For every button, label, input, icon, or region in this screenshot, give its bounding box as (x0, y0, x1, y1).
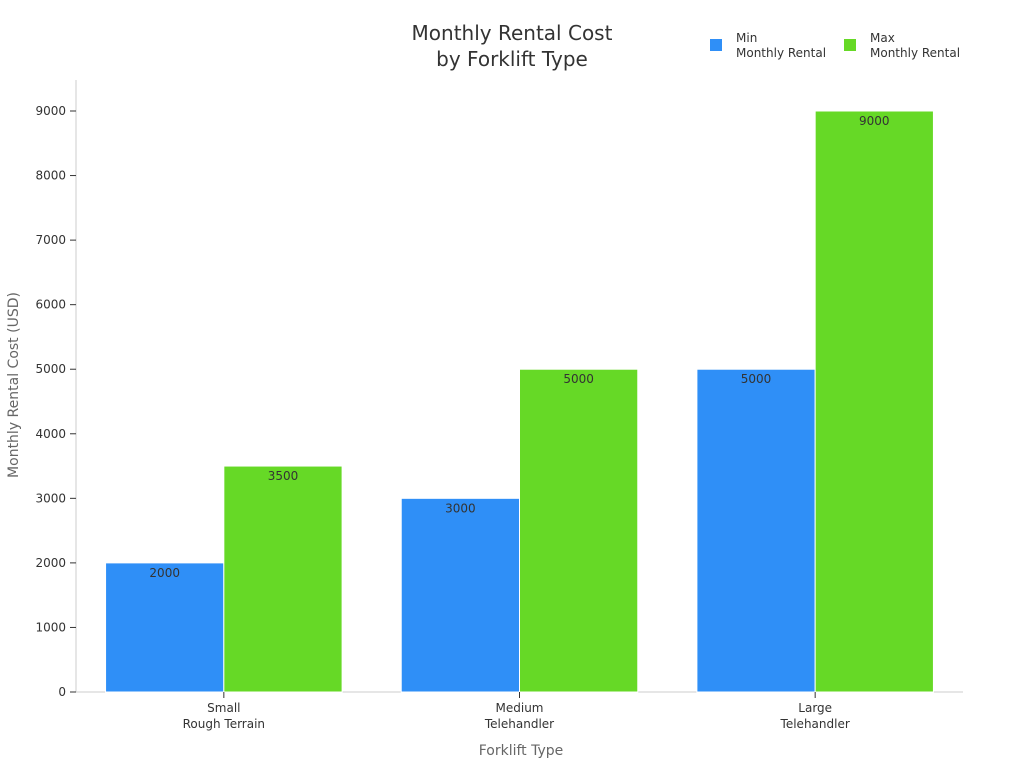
y-axis-ticks: 0 1000 2000 3000 4000 5000 6000 7000 8000 9000 (35, 104, 76, 699)
data-label-max-0: 3500 (268, 469, 299, 483)
bar-min-0[interactable] (105, 562, 225, 693)
y-tick-label-9: 9000 (35, 104, 66, 118)
bar-min-1[interactable] (400, 497, 521, 693)
legend: Min Monthly Rental Max Monthly Rental (710, 31, 960, 60)
data-label-min-1: 3000 (445, 501, 476, 515)
data-label-max-1: 5000 (563, 372, 594, 386)
chart-title-line-1: Monthly Rental Cost (412, 21, 613, 45)
y-tick-label-4: 4000 (35, 427, 66, 441)
y-tick-label-2: 2000 (35, 556, 66, 570)
x-axis-ticks: Small Rough Terrain Medium Telehandler Large… (183, 692, 850, 731)
legend-item-min[interactable]: Min Monthly Rental (710, 31, 826, 60)
bar-max-0[interactable] (223, 465, 343, 693)
y-tick-label-6: 6000 (35, 298, 66, 312)
data-label-min-0: 2000 (149, 566, 180, 580)
chart-title-line-2: by Forklift Type (436, 47, 588, 71)
x-tick-label-1-line-2: Telehandler (484, 717, 554, 731)
legend-label-max-line-1: Max (870, 31, 895, 45)
legend-swatch-max (844, 39, 856, 51)
bar-max-1[interactable] (519, 368, 639, 693)
bars-group (105, 110, 934, 693)
y-tick-label-3: 3000 (35, 491, 66, 505)
bar-labels-group: 2000 3500 3000 5000 5000 9000 (149, 114, 889, 580)
legend-label-min-line-2: Monthly Rental (736, 46, 826, 60)
x-axis-title: Forklift Type (479, 743, 564, 759)
y-tick-label-5: 5000 (35, 362, 66, 376)
y-axis-title: Monthly Rental Cost (USD) (6, 292, 22, 478)
x-tick-label-0-line-2: Rough Terrain (183, 717, 265, 731)
x-tick-label-2-line-2: Telehandler (780, 717, 850, 731)
data-label-max-2: 9000 (859, 114, 890, 128)
y-tick-label-1: 1000 (35, 620, 66, 634)
bar-max-2[interactable] (814, 110, 934, 693)
x-tick-label-2-line-1: Large (798, 701, 832, 715)
bar-min-2[interactable] (696, 368, 816, 693)
x-tick-label-0-line-1: Small (207, 701, 240, 715)
y-tick-label-0: 0 (58, 685, 66, 699)
y-tick-label-7: 7000 (35, 233, 66, 247)
legend-label-max-line-2: Monthly Rental (870, 46, 960, 60)
x-tick-label-1-line-1: Medium (496, 701, 544, 715)
legend-swatch-min (710, 39, 722, 51)
y-tick-label-8: 8000 (35, 169, 66, 183)
data-label-min-2: 5000 (741, 372, 772, 386)
legend-item-max[interactable]: Max Monthly Rental (844, 31, 960, 60)
legend-label-min-line-1: Min (736, 31, 757, 45)
